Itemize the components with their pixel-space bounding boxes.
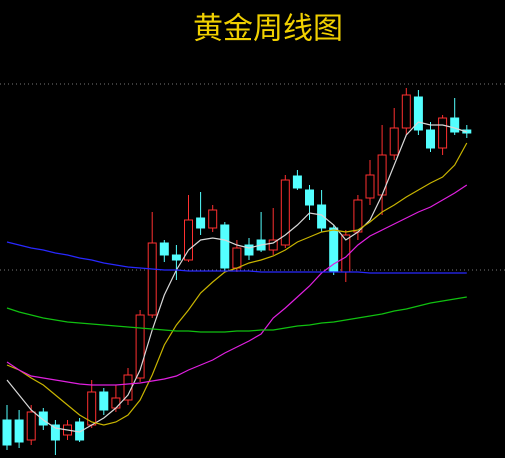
candle-body — [401, 94, 411, 129]
candle-body — [389, 127, 399, 156]
candle-body — [14, 419, 24, 443]
candle-body — [268, 239, 278, 251]
candle-body — [438, 117, 448, 149]
candle-body — [365, 174, 375, 199]
candle-body — [2, 419, 12, 446]
moving-average-line — [6, 121, 467, 433]
candle-body — [99, 391, 109, 411]
candle-body — [135, 314, 145, 379]
candle-body — [184, 219, 193, 261]
chart-title: 黄金周线图 — [193, 12, 343, 47]
candle-body — [147, 242, 157, 316]
candle-body — [305, 189, 314, 206]
candle-body — [317, 204, 327, 229]
candle-body — [26, 411, 36, 441]
candle-body — [413, 96, 423, 131]
moving-average-line — [6, 296, 467, 333]
candle-body — [208, 209, 218, 229]
candle-body — [171, 254, 181, 261]
candle-body — [353, 199, 363, 233]
candle-body — [50, 424, 60, 441]
candle-body — [38, 411, 48, 426]
candle-body — [111, 397, 121, 409]
candle-body — [450, 117, 460, 133]
candle-body — [232, 247, 242, 269]
moving-average-line — [6, 142, 468, 426]
moving-average-line — [6, 241, 467, 274]
candle-body — [159, 242, 169, 256]
candle-body — [292, 175, 302, 189]
candle-body — [220, 224, 230, 269]
candle-body — [123, 374, 133, 401]
candle-body — [244, 244, 254, 256]
candle-body — [196, 217, 206, 229]
candle-body — [280, 179, 290, 246]
moving-average-line — [6, 184, 468, 386]
candle-body — [426, 129, 435, 149]
